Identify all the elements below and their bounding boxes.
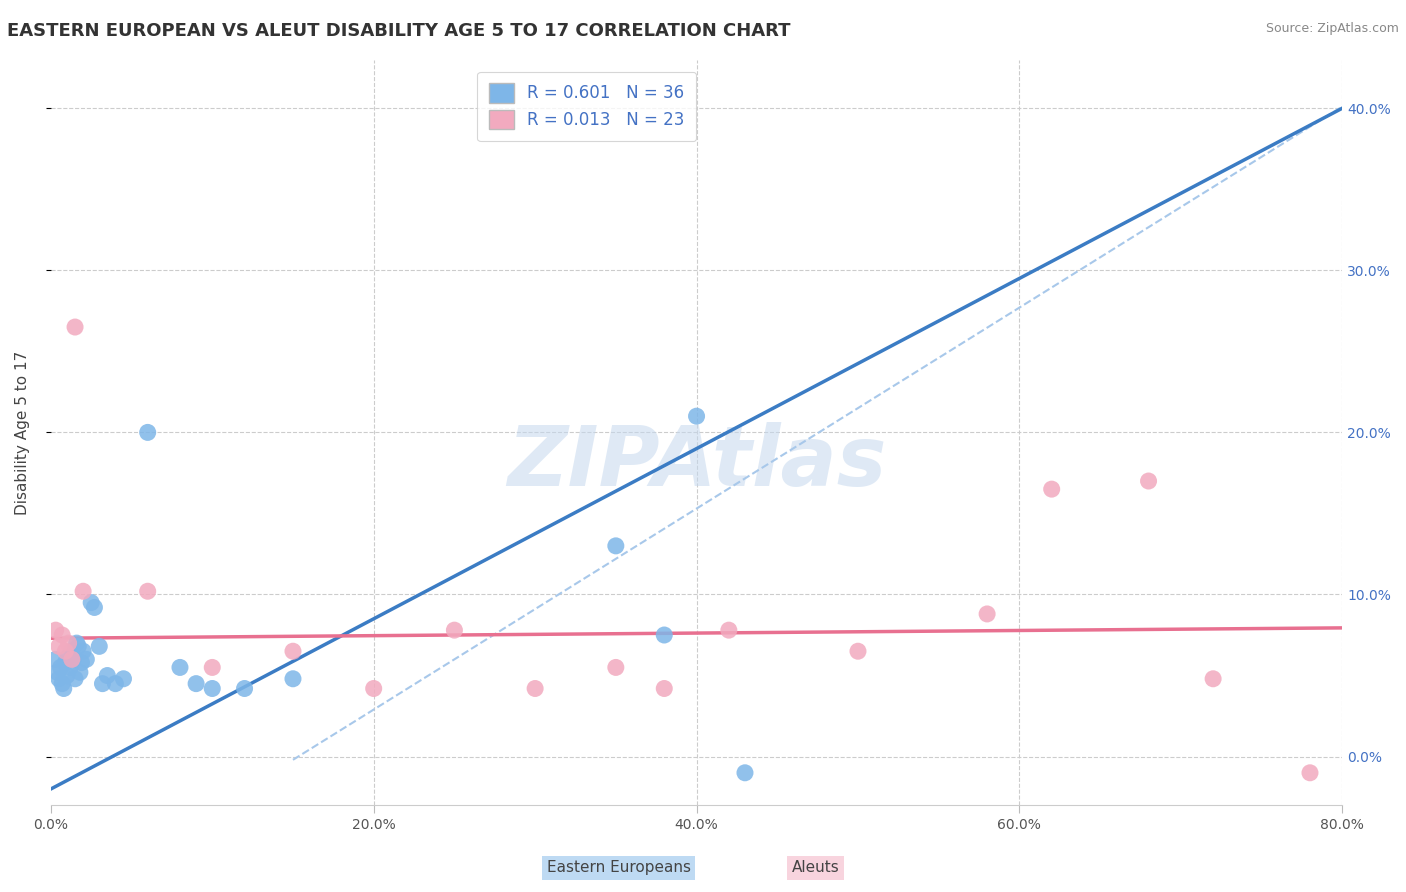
Point — [734, 765, 756, 780]
Point — [60, 644, 83, 658]
Text: EASTERN EUROPEAN VS ALEUT DISABILITY AGE 5 TO 17 CORRELATION CHART: EASTERN EUROPEAN VS ALEUT DISABILITY AGE… — [7, 22, 790, 40]
Point — [652, 628, 675, 642]
Point — [63, 320, 86, 334]
Point — [83, 600, 105, 615]
Point — [652, 681, 675, 696]
Point — [58, 649, 80, 664]
Point — [45, 623, 67, 637]
Point — [685, 409, 707, 424]
Point — [62, 652, 84, 666]
Point — [605, 539, 627, 553]
Point — [51, 676, 73, 690]
Point — [48, 640, 70, 654]
Point — [60, 652, 83, 666]
Point — [846, 644, 869, 658]
Point — [717, 623, 740, 637]
Point — [89, 640, 111, 654]
Point — [443, 623, 465, 637]
Point — [184, 676, 207, 690]
Point — [51, 628, 73, 642]
Point — [363, 681, 385, 696]
Point — [58, 636, 80, 650]
Point — [1299, 765, 1322, 780]
Point — [201, 681, 224, 696]
Point — [72, 584, 94, 599]
Point — [1137, 474, 1160, 488]
Point — [49, 660, 72, 674]
Point — [112, 672, 135, 686]
Point — [281, 672, 304, 686]
Point — [605, 660, 627, 674]
Point — [233, 681, 256, 696]
Point — [66, 636, 89, 650]
Point — [91, 676, 114, 690]
Point — [53, 656, 76, 670]
Point — [80, 596, 103, 610]
Point — [48, 672, 70, 686]
Text: ZIPAtlas: ZIPAtlas — [506, 422, 886, 503]
Point — [201, 660, 224, 674]
Legend: R = 0.601   N = 36, R = 0.013   N = 23: R = 0.601 N = 36, R = 0.013 N = 23 — [477, 71, 696, 141]
Point — [104, 676, 127, 690]
Text: Aleuts: Aleuts — [792, 861, 839, 875]
Point — [46, 665, 69, 680]
Point — [67, 640, 90, 654]
Point — [281, 644, 304, 658]
Point — [136, 584, 159, 599]
Point — [524, 681, 547, 696]
Point — [1202, 672, 1225, 686]
Point — [169, 660, 191, 674]
Point — [69, 665, 91, 680]
Text: Eastern Europeans: Eastern Europeans — [547, 861, 690, 875]
Point — [136, 425, 159, 440]
Point — [53, 644, 76, 658]
Point — [75, 652, 97, 666]
Point — [45, 652, 67, 666]
Point — [96, 668, 118, 682]
Point — [1040, 482, 1063, 496]
Point — [976, 607, 998, 621]
Point — [59, 660, 82, 674]
Point — [72, 644, 94, 658]
Point — [70, 656, 93, 670]
Text: Source: ZipAtlas.com: Source: ZipAtlas.com — [1265, 22, 1399, 36]
Y-axis label: Disability Age 5 to 17: Disability Age 5 to 17 — [15, 351, 30, 515]
Point — [63, 672, 86, 686]
Point — [52, 681, 75, 696]
Point — [56, 668, 79, 682]
